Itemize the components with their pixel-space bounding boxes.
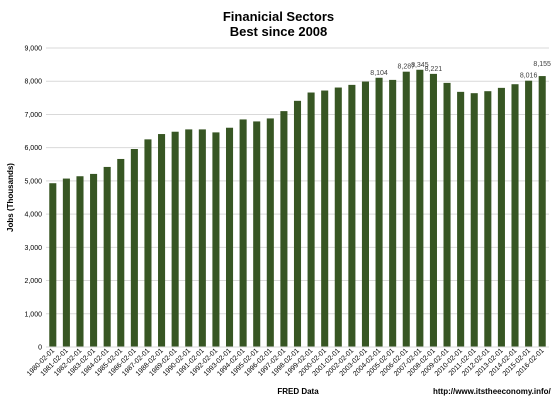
bar-1996-02-01	[266, 118, 274, 347]
x-axis-tick-labels: 1980-02-011981-02-011982-02-011983-02-01…	[26, 347, 546, 377]
bar-1987-02-01	[144, 139, 152, 347]
bar-2010-02-01	[457, 91, 465, 347]
y-tick-label: 9,000	[24, 46, 42, 53]
bar-1980-02-01	[49, 183, 57, 347]
y-tick-label: 2,000	[24, 278, 42, 285]
bar-2015-02-01	[525, 80, 533, 347]
source-url: http://www.itstheeconomy.info/	[433, 387, 552, 396]
bar-1992-02-01	[212, 132, 220, 347]
bar-2014-02-01	[511, 84, 519, 347]
bar-1988-02-01	[158, 134, 166, 347]
bar-2004-02-01	[375, 77, 383, 347]
bar-1990-02-01	[185, 129, 193, 347]
data-label: 8,016	[520, 73, 538, 80]
bar-2006-02-01	[402, 71, 410, 348]
x-axis-title: FRED Data	[277, 387, 319, 396]
bar-2008-02-01	[429, 73, 437, 347]
bar-1983-02-01	[90, 173, 98, 347]
bars	[49, 69, 546, 348]
data-label: 8,345	[411, 62, 429, 69]
data-label: 8,104	[370, 70, 388, 77]
bar-2007-02-01	[416, 69, 424, 347]
bar-1999-02-01	[307, 92, 315, 347]
bar-2003-02-01	[361, 81, 370, 347]
bar-2012-02-01	[484, 91, 492, 347]
bar-2001-02-01	[334, 87, 342, 347]
y-axis-tick-labels: 0 1,000 2,000 3,000 4,000 5,000 6,000 7,000 8,00…	[24, 46, 42, 352]
y-tick-label: 8,000	[24, 79, 42, 86]
bar-1986-02-01	[130, 148, 138, 347]
bar-1995-02-01	[253, 121, 261, 347]
data-label: 8,155	[533, 61, 551, 68]
y-tick-label: 7,000	[24, 112, 42, 119]
bar-2011-02-01	[470, 93, 478, 347]
bar-1993-02-01	[225, 127, 234, 347]
bar-1998-02-01	[293, 100, 302, 347]
bar-1982-02-01	[76, 176, 84, 347]
y-tick-label: 6,000	[24, 145, 42, 152]
data-label: 8,221	[425, 66, 443, 73]
bar-1989-02-01	[171, 131, 179, 347]
chart-title: Finanicial Sectors Best since 2008	[0, 9, 557, 39]
bar-1991-02-01	[198, 129, 206, 347]
y-tick-label: 3,000	[24, 245, 42, 252]
bar-2005-02-01	[389, 79, 397, 347]
chart-title-line1: Finanicial Sectors	[222, 9, 335, 24]
bar-1985-02-01	[117, 158, 125, 347]
bar-2000-02-01	[321, 90, 329, 347]
chart-title-line2: Best since 2008	[229, 24, 328, 39]
y-tick-label: 0	[38, 345, 42, 352]
bar-2009-02-01	[443, 82, 451, 347]
bar-2016-02-01	[538, 76, 546, 347]
y-axis-title: Jobs (Thousands)	[6, 163, 15, 232]
data-label: 8,287	[397, 64, 415, 71]
bar-2002-02-01	[348, 84, 356, 348]
y-tick-label: 5,000	[24, 178, 42, 185]
y-tick-label: 4,000	[24, 212, 42, 219]
y-tick-label: 1,000	[24, 311, 42, 318]
bar-1984-02-01	[103, 166, 111, 347]
bar-1994-02-01	[239, 119, 247, 347]
bar-1997-02-01	[280, 111, 288, 347]
bar-1981-02-01	[62, 178, 70, 347]
bar-2013-02-01	[497, 87, 505, 347]
